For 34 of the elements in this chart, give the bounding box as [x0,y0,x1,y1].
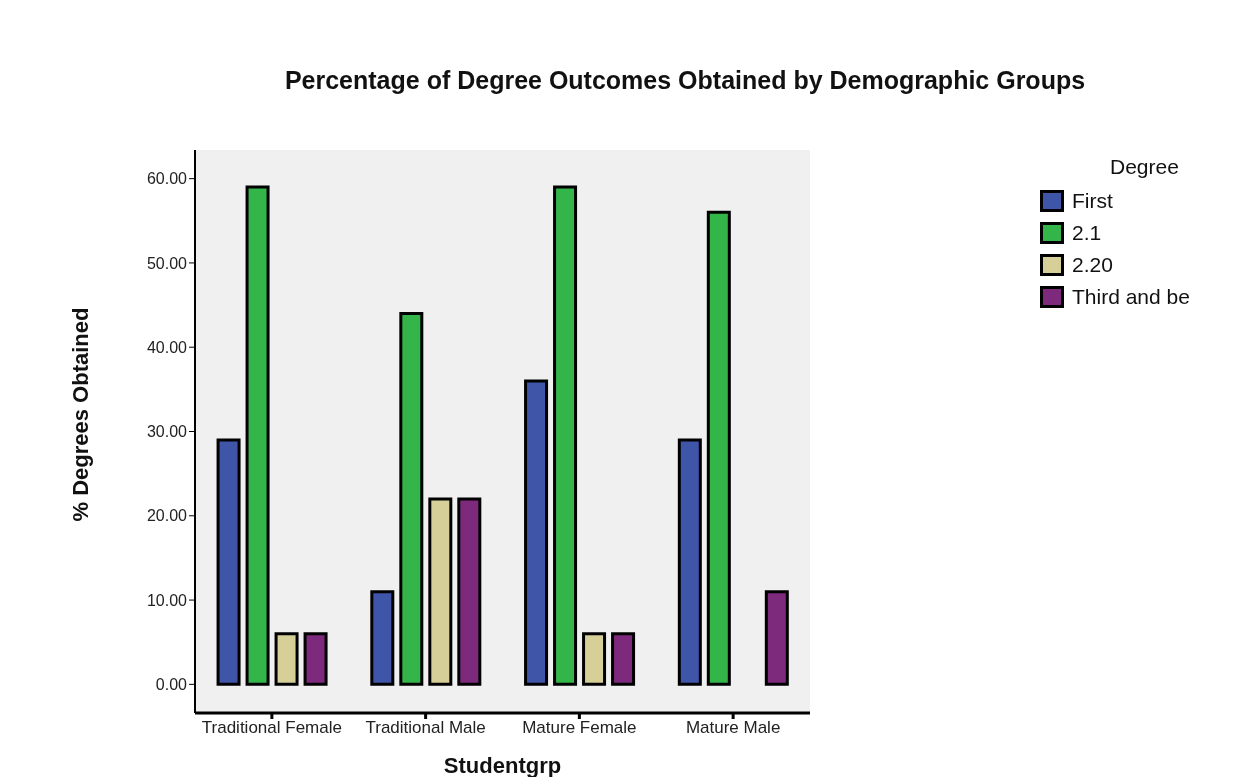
bar [274,632,299,686]
bar [524,379,549,686]
bar [457,497,482,686]
bar [611,632,636,686]
bar [428,497,453,686]
bar [582,632,607,686]
y-axis-title: % Degrees Obtained [67,307,93,522]
x-tick-label: Mature Female [522,718,637,738]
bar [399,312,424,686]
bar [370,590,395,686]
bar [764,590,789,686]
y-tick-label: 20.00 [146,507,188,525]
bar [216,438,241,686]
y-tick-label: 60.00 [146,170,188,188]
legend-label: 2.20 [1072,253,1113,277]
chart-title: Percentage of Degree Outcomes Obtained by Demographic Groups [283,66,1087,95]
legend-label: Third and be [1072,285,1190,309]
bar [553,185,578,686]
legend-title: Degree [1110,155,1180,179]
y-tick-label: 50.00 [146,254,188,272]
legend-label: 2.1 [1072,221,1102,245]
legend-label: First [1072,189,1113,213]
bar [677,438,702,686]
x-tick-label: Mature Male [685,718,781,738]
y-tick-label: 0.00 [155,676,188,694]
bar [706,210,731,686]
x-tick-label: Traditional Male [365,718,486,738]
bar [245,185,270,686]
x-tick-label: Traditional Female [201,718,342,738]
y-tick-label: 40.00 [146,338,188,356]
bar [303,632,328,686]
x-axis-title: Studentgrp [443,753,562,777]
y-tick-label: 30.00 [146,423,188,441]
y-tick-label: 10.00 [146,591,188,609]
